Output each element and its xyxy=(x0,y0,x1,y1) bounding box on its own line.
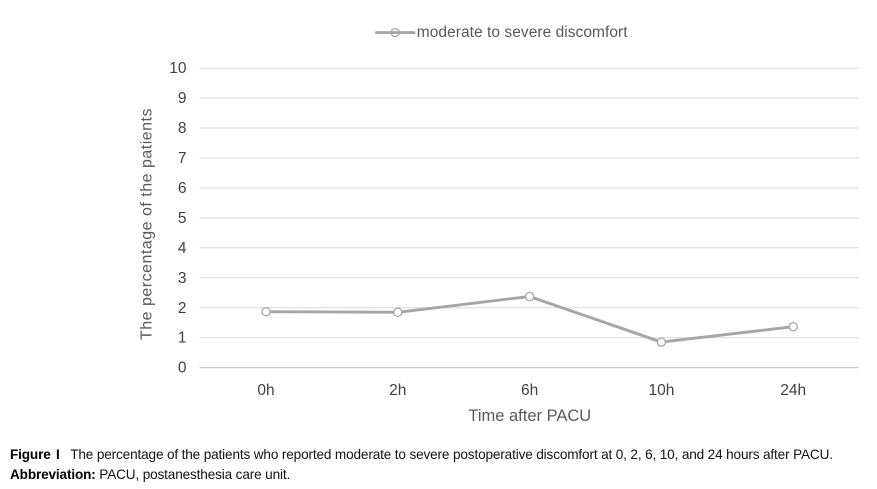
svg-text:6: 6 xyxy=(178,180,187,197)
svg-text:5: 5 xyxy=(178,210,187,227)
svg-text:The percentage of the patients: The percentage of the patients xyxy=(139,108,156,340)
svg-text:4: 4 xyxy=(178,240,187,257)
svg-text:8: 8 xyxy=(178,120,187,137)
svg-text:1: 1 xyxy=(178,330,187,347)
svg-text:moderate to severe discomfort: moderate to severe discomfort xyxy=(417,24,628,41)
svg-text:2h: 2h xyxy=(389,382,406,399)
svg-text:Time after PACU: Time after PACU xyxy=(468,407,591,425)
svg-text:6h: 6h xyxy=(521,382,538,399)
svg-text:2: 2 xyxy=(178,300,187,317)
svg-text:10h: 10h xyxy=(648,382,674,399)
svg-text:3: 3 xyxy=(178,270,187,287)
svg-text:9: 9 xyxy=(178,90,187,107)
svg-text:24h: 24h xyxy=(780,382,806,399)
svg-text:10: 10 xyxy=(169,60,187,77)
svg-text:0: 0 xyxy=(178,360,187,377)
svg-text:7: 7 xyxy=(178,150,187,167)
svg-text:0h: 0h xyxy=(257,382,274,399)
